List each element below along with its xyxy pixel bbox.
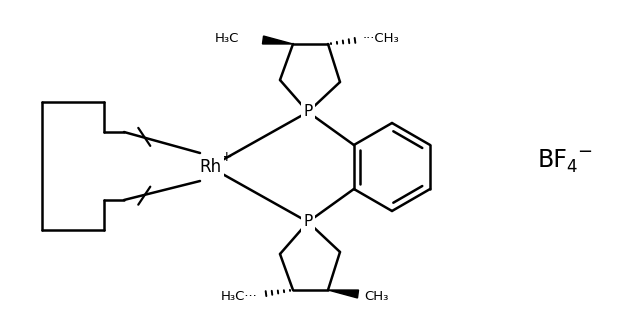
Text: P: P (303, 105, 312, 119)
Text: P: P (303, 214, 312, 229)
Text: 4: 4 (566, 158, 577, 176)
Polygon shape (328, 290, 358, 298)
Text: Rh: Rh (199, 158, 221, 176)
Polygon shape (262, 36, 293, 44)
Text: −: − (577, 143, 592, 161)
Text: H₃C···: H₃C··· (221, 290, 258, 304)
Text: ···CH₃: ···CH₃ (363, 31, 400, 45)
Text: CH₃: CH₃ (364, 289, 388, 303)
Text: BF: BF (538, 148, 568, 172)
Text: H₃C: H₃C (214, 31, 239, 45)
Text: +: + (220, 150, 232, 164)
